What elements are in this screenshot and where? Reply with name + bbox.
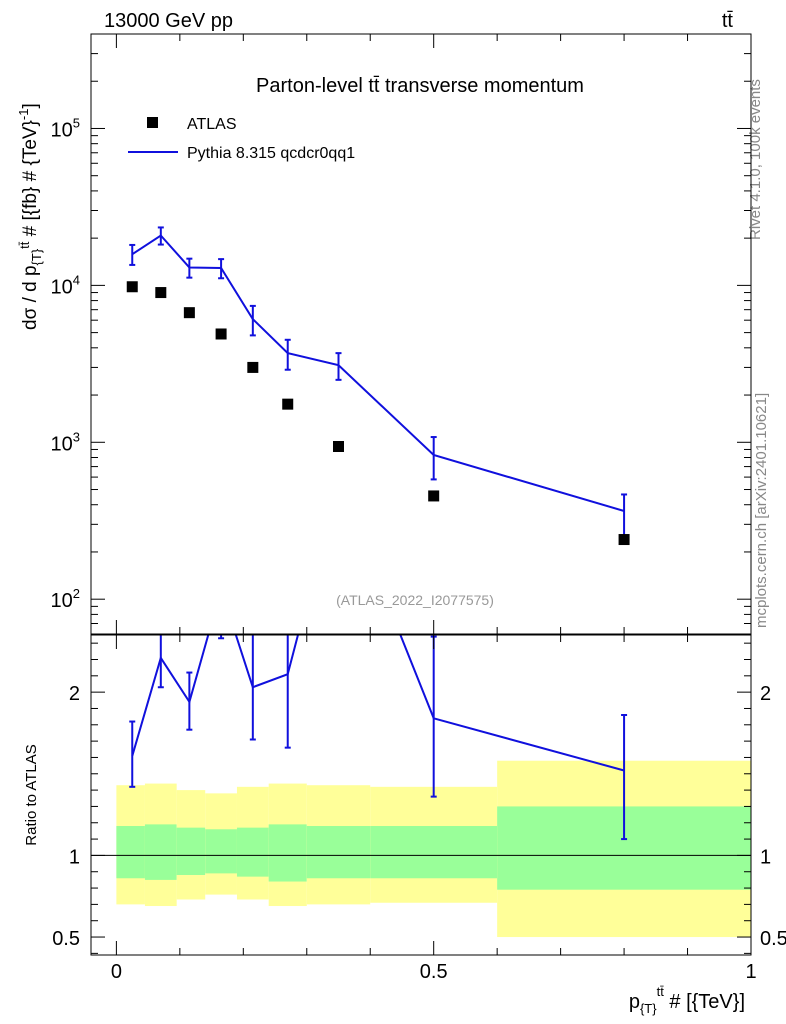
main-y-tick-label: 102 <box>51 586 80 612</box>
ratio-frame <box>90 634 752 956</box>
main-y-axis-label: dσ / d p{T}tt̄ # [{fb} # {TeV}-1] <box>16 103 44 330</box>
rivet-version-label: Rivet 4.1.0, 100k events <box>747 79 764 240</box>
uncertainty-band-inner <box>268 824 307 882</box>
x-tick-label: 0.5 <box>420 961 448 983</box>
uncertainty-band-inner <box>176 827 206 875</box>
tick-exponent: 5 <box>73 115 80 130</box>
atlas-data-point <box>618 534 630 546</box>
main-y-tick-label: 104 <box>51 272 80 298</box>
atlas-data-point <box>183 307 195 319</box>
tick-base: 10 <box>51 433 73 455</box>
y-label-tail-sup: -1 <box>16 109 31 121</box>
analysis-watermark: (ATLAS_2022_I2077575) <box>336 592 494 608</box>
process-label: tt̄ <box>722 10 734 32</box>
x-label-sup: tt̄ <box>657 984 665 999</box>
legend-label-atlas: ATLAS <box>187 116 237 133</box>
ratio-panel: 0.5 0.51 12 20 0.5 1 Ratio to ATLAS p{T}tt̄ #… <box>23 634 786 1016</box>
tick-base: 10 <box>51 590 73 612</box>
y-label-sub: {T} <box>29 248 44 265</box>
tick-exponent: 2 <box>73 586 80 601</box>
ratio-y-tick-label-right: 1 <box>760 846 771 868</box>
uncertainty-band-inner <box>306 826 371 879</box>
legend-marker-atlas <box>147 117 158 128</box>
ratio-line <box>131 635 625 772</box>
legend: ATLAS Pythia 8.315 qcdcr0qq1 <box>128 116 355 162</box>
ratio-y-tick-label-right: 2 <box>760 683 771 705</box>
main-frame <box>90 33 752 635</box>
main-y-tick-label: 105 <box>51 115 80 141</box>
tick-base: 10 <box>51 276 73 298</box>
uncertainty-band-inner <box>116 826 145 879</box>
ratio-y-tick-label: 2 <box>69 683 80 705</box>
tick-exponent: 4 <box>73 272 80 287</box>
chart-title: Parton-level tt̄ transverse momentum <box>256 75 584 97</box>
uncertainty-band-inner <box>144 824 177 880</box>
x-tick-label: 1 <box>745 961 756 983</box>
x-label-sub: {T} <box>640 1001 657 1016</box>
y-label-tail: # [{fb} # {TeV} <box>20 120 41 242</box>
atlas-data-point <box>282 398 294 410</box>
ratio-y-tick-label-right: 0.5 <box>760 928 786 950</box>
mcplots-source-label: mcplots.cern.ch [arXiv:2401.10621] <box>753 393 770 628</box>
y-label-close: ] <box>20 103 41 108</box>
legend-label-pythia: Pythia 8.315 qcdcr0qq1 <box>187 145 355 162</box>
uncertainty-band-inner <box>236 827 269 877</box>
uncertainty-band-inner <box>370 826 498 879</box>
ratio-y-tick-label: 0.5 <box>52 928 80 950</box>
atlas-data-point <box>215 328 227 340</box>
y-label-main: dσ / d p <box>20 265 41 330</box>
atlas-data-point <box>155 287 167 299</box>
x-axis-label: p{T}tt̄ # [{TeV}] <box>629 984 745 1016</box>
y-label-sup: tt̄ <box>17 241 32 249</box>
atlas-data-point <box>333 440 344 452</box>
pythia-line <box>131 234 625 512</box>
atlas-data-point <box>428 490 440 502</box>
x-tick-label: 0 <box>111 961 122 983</box>
ratio-y-axis-label: Ratio to ATLAS <box>23 744 40 845</box>
atlas-data-point <box>247 361 259 373</box>
main-y-tick-label: 103 <box>51 429 80 455</box>
tick-base: 10 <box>51 119 73 141</box>
uncertainty-band-inner <box>205 829 237 874</box>
energy-label: 13000 GeV pp <box>104 10 233 32</box>
atlas-data-point <box>126 281 138 293</box>
x-label-tail: # [{TeV}] <box>664 991 745 1013</box>
x-label-main: p <box>629 991 640 1013</box>
tick-exponent: 3 <box>73 429 80 444</box>
ratio-y-tick-label: 1 <box>69 846 80 868</box>
